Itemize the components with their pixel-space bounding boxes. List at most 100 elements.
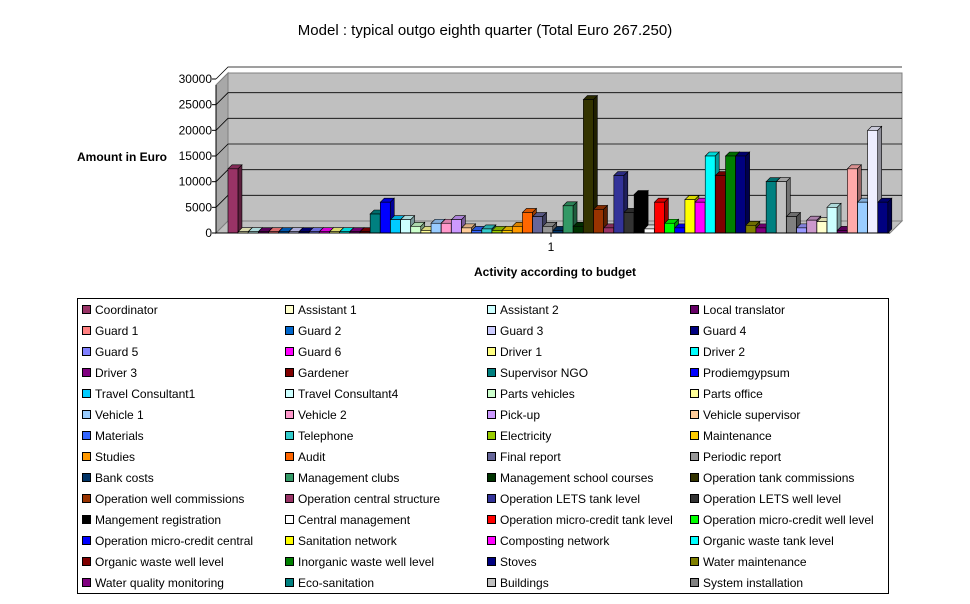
- gridline: [215, 117, 902, 131]
- legend-item: Studies: [82, 447, 135, 468]
- legend-swatch: [82, 389, 91, 399]
- legend-swatch: [487, 494, 496, 504]
- legend-item: Periodic report: [690, 447, 781, 468]
- legend-label: Composting network: [500, 534, 610, 548]
- legend-item: Materials: [82, 426, 144, 447]
- legend-label: Management clubs: [298, 471, 400, 485]
- legend-item: Travel Consultant1: [82, 384, 195, 405]
- x-axis-label: Activity according to budget: [474, 265, 636, 279]
- legend-swatch: [487, 410, 496, 420]
- legend-swatch: [82, 494, 91, 504]
- legend-item: Mangement registration: [82, 510, 221, 531]
- y-tick-label: 25000: [179, 98, 213, 112]
- legend-item: Central management: [285, 510, 410, 531]
- bar: [227, 164, 243, 234]
- legend-label: Water quality monitoring: [95, 576, 224, 590]
- legend-label: Maintenance: [703, 429, 772, 443]
- legend-item: System installation: [690, 573, 803, 594]
- y-axis-label: Amount in Euro: [77, 150, 167, 164]
- y-tick-label: 0: [205, 226, 212, 240]
- x-tick-label: 1: [548, 240, 555, 254]
- legend-swatch: [487, 326, 496, 336]
- legend-swatch: [690, 473, 699, 483]
- legend-swatch: [487, 515, 496, 525]
- legend-swatch: [690, 347, 699, 357]
- legend-label: Vehicle 2: [298, 408, 347, 422]
- legend-item: Water quality monitoring: [82, 573, 224, 594]
- legend-label: Central management: [298, 513, 411, 527]
- legend-item: Prodiemgypsum: [690, 363, 790, 384]
- legend-swatch: [285, 389, 294, 399]
- legend-item: Management clubs: [285, 468, 399, 489]
- bar: [877, 197, 893, 234]
- legend-swatch: [487, 389, 496, 399]
- legend-label: Eco-sanitation: [298, 576, 375, 590]
- legend-swatch: [285, 557, 294, 567]
- legend-item: Electricity: [487, 426, 551, 447]
- legend-item: Operation well commissions: [82, 489, 244, 510]
- gridline: [215, 143, 902, 157]
- legend-label: Organic waste tank level: [703, 534, 834, 548]
- legend-item: Parts vehicles: [487, 384, 575, 405]
- legend-swatch: [285, 431, 294, 441]
- legend-item: Parts office: [690, 384, 763, 405]
- legend-label: Travel Consultant1: [95, 387, 196, 401]
- legend-label: Operation micro-credit central: [95, 534, 254, 548]
- legend-label: Operation micro-credit well level: [703, 513, 874, 527]
- legend-label: Operation LETS tank level: [500, 492, 641, 506]
- legend-swatch: [690, 452, 699, 462]
- legend-label: Stoves: [500, 555, 537, 569]
- legend-swatch: [285, 536, 294, 546]
- legend-label: Mangement registration: [95, 513, 222, 527]
- legend-label: Parts office: [703, 387, 763, 401]
- legend-item: Driver 1: [487, 342, 542, 363]
- legend-label: Guard 6: [298, 345, 342, 359]
- legend-label: Electricity: [500, 429, 552, 443]
- legend-label: Organic waste well level: [95, 555, 224, 569]
- legend-item: Guard 4: [690, 321, 746, 342]
- legend-item: Vehicle 2: [285, 405, 347, 426]
- legend-label: Operation well commissions: [95, 492, 245, 506]
- legend-item: Operation central structure: [285, 489, 440, 510]
- y-tick-label: 5000: [185, 200, 212, 214]
- legend-label: Guard 5: [95, 345, 139, 359]
- legend-item: Pick-up: [487, 405, 540, 426]
- y-tick-label: 10000: [179, 175, 213, 189]
- legend-label: Inorganic waste well level: [298, 555, 435, 569]
- plot-side-wall: [215, 71, 229, 235]
- legend-label: Operation central structure: [298, 492, 441, 506]
- legend-item: Buildings: [487, 573, 549, 594]
- legend-item: Gardener: [285, 363, 349, 384]
- legend: Coordinator Assistant 1 Assistant 2 Local t…: [77, 298, 889, 594]
- legend-swatch: [285, 473, 294, 483]
- legend-item: Operation LETS tank level: [487, 489, 640, 510]
- legend-swatch: [690, 305, 699, 315]
- legend-label: Bank costs: [95, 471, 154, 485]
- legend-label: Audit: [298, 450, 326, 464]
- legend-label: Parts vehicles: [500, 387, 575, 401]
- legend-label: Vehicle supervisor: [703, 408, 801, 422]
- legend-item: Eco-sanitation: [285, 573, 374, 594]
- legend-item: Organic waste well level: [82, 552, 224, 573]
- legend-label: Operation LETS well level: [703, 492, 842, 506]
- legend-swatch: [82, 452, 91, 462]
- y-tick-label: 15000: [179, 149, 213, 163]
- legend-swatch: [285, 305, 294, 315]
- legend-swatch: [690, 536, 699, 546]
- legend-label: Guard 3: [500, 324, 544, 338]
- legend-label: Buildings: [500, 576, 549, 590]
- legend-label: Local translator: [703, 303, 786, 317]
- legend-swatch: [690, 494, 699, 504]
- legend-label: Assistant 1: [298, 303, 357, 317]
- legend-item: Bank costs: [82, 468, 154, 489]
- chart-title: Model : typical outgo eighth quarter (To…: [297, 22, 673, 39]
- legend-swatch: [690, 578, 699, 588]
- legend-label: Driver 1: [500, 345, 543, 359]
- legend-item: Operation LETS well level: [690, 489, 841, 510]
- legend-label: Driver 3: [95, 366, 138, 380]
- legend-swatch: [285, 494, 294, 504]
- legend-swatch: [690, 431, 699, 441]
- legend-item: Driver 3: [82, 363, 137, 384]
- legend-item: Operation tank commissions: [690, 468, 854, 489]
- bar: [734, 151, 751, 234]
